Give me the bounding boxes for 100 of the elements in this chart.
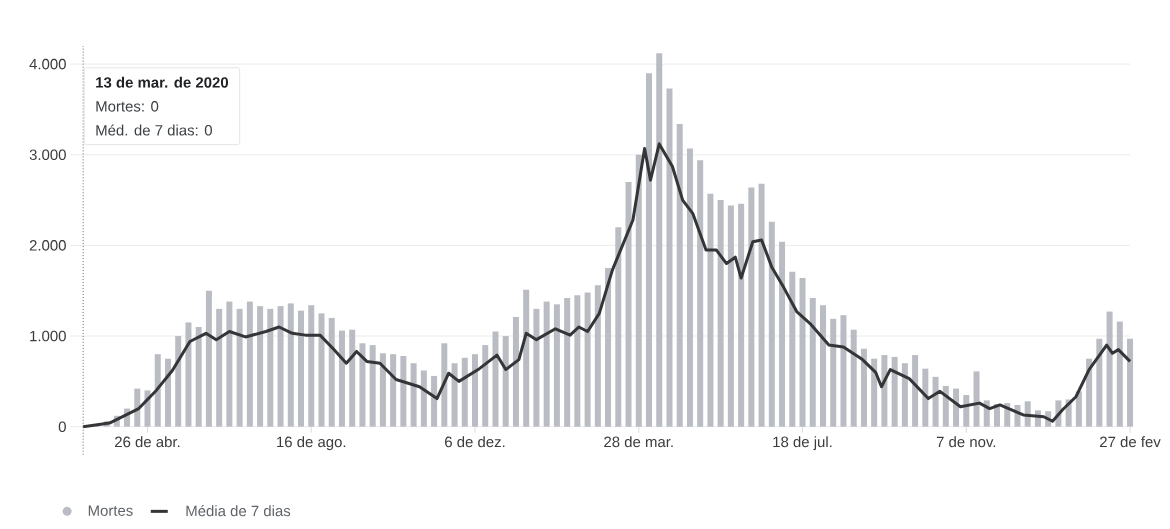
bar	[799, 278, 806, 427]
bar	[574, 295, 581, 427]
bar	[666, 88, 673, 427]
bar	[472, 354, 479, 427]
bar	[901, 363, 908, 427]
bar	[226, 301, 233, 427]
bar	[308, 305, 315, 427]
y-tick-label: 4.000	[29, 58, 66, 70]
bar	[154, 354, 161, 427]
bar	[246, 301, 253, 427]
y-tick-label: 3.000	[29, 149, 66, 161]
bar	[461, 357, 468, 427]
bar	[646, 73, 653, 427]
bar	[338, 330, 345, 427]
annotation: 13 de mar. de 2020	[96, 76, 229, 88]
bar	[707, 193, 714, 427]
bar	[410, 363, 417, 427]
bar	[318, 313, 325, 427]
bar	[492, 331, 499, 427]
bar	[553, 304, 560, 427]
bar	[359, 343, 366, 427]
bar	[871, 358, 878, 427]
legend-label: Média de 7 dias	[186, 505, 291, 517]
bar	[134, 388, 141, 427]
bar	[369, 345, 376, 427]
bar	[768, 221, 775, 427]
bar	[512, 317, 519, 427]
bar	[1086, 358, 1093, 427]
bar	[482, 345, 489, 427]
bar	[431, 375, 438, 427]
bar	[205, 290, 212, 427]
bar	[625, 181, 632, 427]
bar	[758, 183, 765, 427]
bar	[216, 308, 223, 427]
bar	[748, 187, 755, 427]
bar	[277, 306, 284, 427]
bar	[328, 317, 335, 427]
bar	[502, 336, 509, 427]
bar	[605, 268, 612, 427]
bar	[656, 53, 663, 427]
x-tick-label: 7 de nov.	[936, 436, 996, 448]
bar	[594, 285, 601, 427]
bar	[523, 289, 530, 427]
bar	[379, 353, 386, 427]
bar	[175, 336, 182, 427]
x-tick-label: 28 de mar.	[604, 436, 673, 448]
bar	[789, 271, 796, 427]
bar	[840, 315, 847, 427]
annotation: Mortes: 0	[96, 101, 159, 112]
bar	[564, 297, 571, 427]
bar	[1127, 338, 1134, 427]
bar	[390, 354, 397, 427]
y-tick-label: 1.000	[30, 330, 66, 342]
y-tick-label: 0	[58, 421, 66, 432]
bar	[922, 368, 929, 427]
bar	[195, 326, 202, 427]
bar	[257, 306, 264, 427]
bar	[1106, 311, 1113, 427]
bar	[717, 200, 724, 427]
bar	[686, 148, 693, 427]
bar	[420, 370, 427, 427]
bar	[881, 355, 888, 427]
bar	[860, 348, 867, 427]
bar	[738, 203, 745, 427]
bar	[185, 322, 192, 427]
x-tick-label: 6 de dez.	[445, 436, 505, 448]
bar	[830, 318, 837, 427]
bar	[635, 154, 642, 427]
bar	[451, 363, 458, 427]
bar	[779, 241, 786, 427]
bar	[267, 308, 274, 427]
bar	[533, 308, 540, 427]
bar	[809, 297, 816, 427]
x-tick-label: 26 de abr.	[115, 436, 180, 448]
bar	[912, 355, 919, 427]
bar	[543, 301, 550, 427]
x-tick-label: 16 de ago.	[277, 436, 346, 451]
bar	[676, 123, 683, 427]
x-tick-label: 27 de fev	[1100, 436, 1161, 448]
bar	[164, 358, 171, 427]
y-tick-label: 2.000	[29, 240, 66, 251]
bar	[891, 356, 898, 427]
bar	[236, 308, 243, 427]
legend-label: Mortes	[88, 505, 133, 516]
bar	[932, 376, 939, 427]
line-series	[81, 142, 1132, 429]
bar	[1075, 391, 1082, 427]
bar	[1096, 338, 1103, 427]
bar	[727, 205, 734, 427]
bar	[298, 310, 305, 427]
bar	[349, 329, 356, 427]
bar	[400, 355, 407, 427]
bar	[973, 371, 980, 427]
bar	[615, 227, 622, 427]
x-tick-label: 18 de jul.	[773, 436, 832, 451]
bar	[850, 329, 857, 427]
bar	[953, 388, 960, 427]
annotation: Méd. de 7 dias: 0	[96, 124, 212, 136]
bar	[820, 305, 826, 427]
bar	[1116, 321, 1123, 427]
